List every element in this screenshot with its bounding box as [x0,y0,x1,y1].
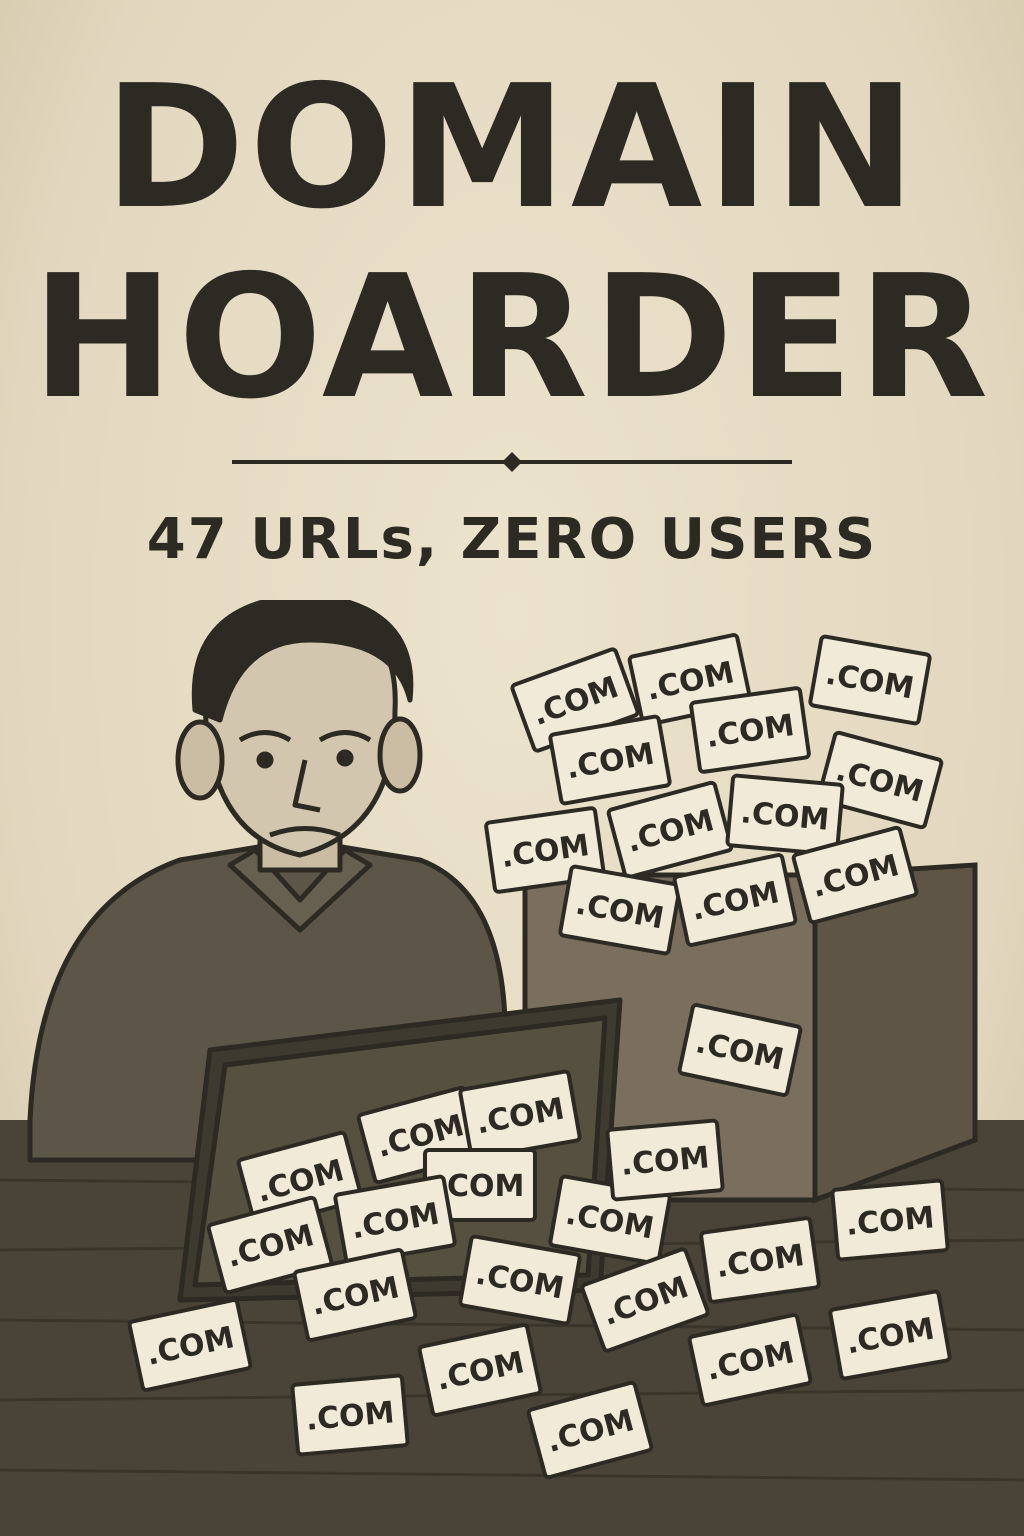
com-card: .COM [417,1323,543,1417]
ornamental-divider [232,452,792,472]
com-card: .COM [828,1289,952,1381]
com-card-label: .COM [304,1395,395,1438]
com-card-label: .COM [619,1140,710,1183]
com-card: .COM [127,1298,253,1392]
com-card-label: .COM [739,795,830,838]
man [27,600,508,1163]
com-card: .COM [558,864,682,956]
illustration-scene: .COM .COM .COM.COM.COM.COM.COM .COM.COM.COM… [0,600,1024,1536]
com-card-label: .COM [844,1200,935,1243]
com-card: .COM [791,825,919,925]
com-card: .COM [689,686,811,774]
com-card: .COM [580,1247,710,1353]
com-card: .COM [672,853,798,947]
com-card: .COM [526,1380,654,1480]
com-card: .COM [687,1313,813,1407]
com-card: .COM [606,780,734,880]
com-card: .COM [292,1248,418,1342]
eye-right [336,749,354,767]
com-card: .COM [816,730,944,830]
com-card: .COM [423,1148,537,1222]
ear-left [175,719,225,801]
eye-left [256,751,274,769]
com-card: .COM [830,1178,950,1262]
com-card: .COM [699,1216,821,1304]
com-card-label: .COM [436,1169,525,1204]
com-card: .COM [333,1174,457,1266]
com-card: .COM [725,773,845,857]
mouth [269,826,341,838]
ear-right [377,716,423,794]
com-card-pile: .COM .COM .COM.COM.COM.COM.COM .COM.COM.COM… [127,633,952,1480]
title-line-1: DOMAIN [104,49,920,247]
com-card: .COM [510,647,640,753]
com-card: .COM [605,1118,725,1202]
hair [191,600,414,723]
com-card: .COM [677,1003,803,1097]
com-card: .COM [458,1069,582,1161]
com-card: .COM [206,1195,334,1295]
com-card: .COM [290,1373,410,1457]
com-card: .COM [458,1234,582,1326]
nose [292,759,321,813]
com-card: .COM [548,714,672,806]
subtitle: 47 URLs, ZERO USERS [146,507,878,572]
title-line-2: HOARDER [31,239,993,437]
com-card: .COM [808,634,932,726]
